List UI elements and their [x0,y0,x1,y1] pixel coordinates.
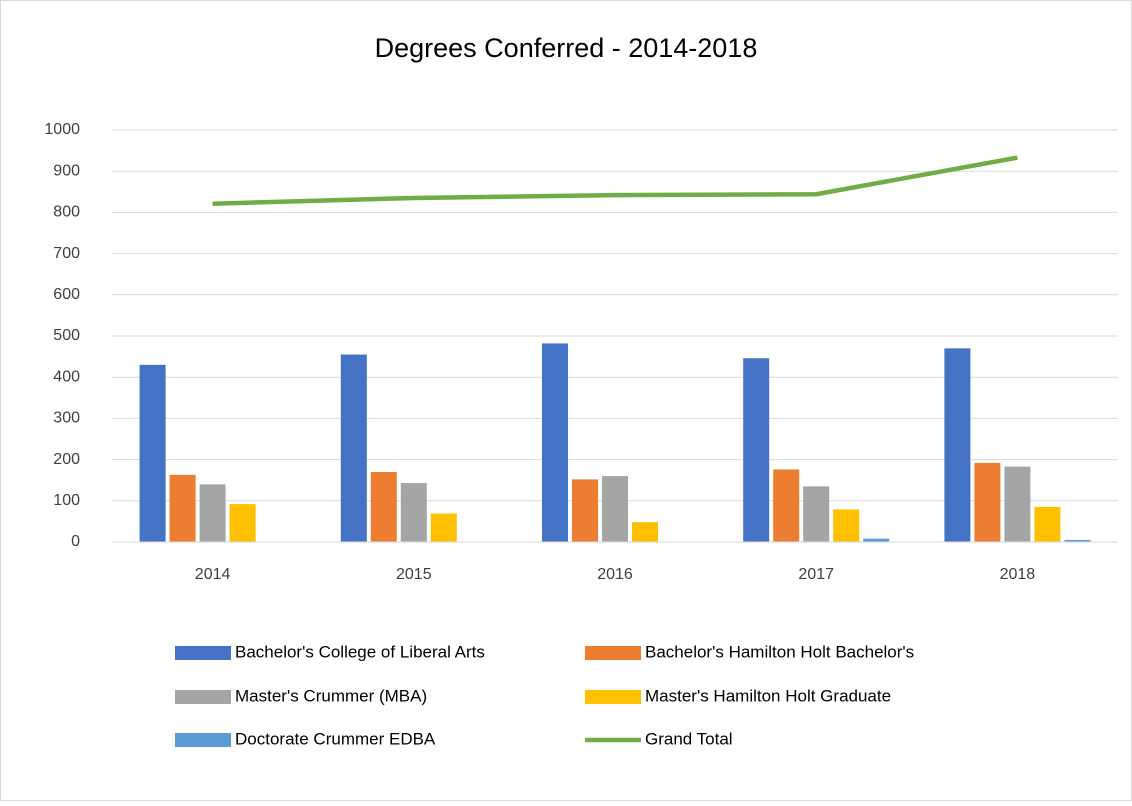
bar [863,538,890,542]
bar [229,504,256,542]
legend-label: Doctorate Crummer EDBA [235,729,436,748]
y-tick-label: 0 [71,533,80,550]
legend-label: Grand Total [645,729,733,748]
bar [773,469,800,542]
y-tick-label: 800 [53,204,80,221]
bar [1034,506,1061,542]
legend-swatch [175,690,231,704]
x-tick-label: 2016 [597,566,633,583]
bar [139,364,166,542]
line-series [212,155,1018,206]
legend-label: Master's Crummer (MBA) [235,686,427,705]
y-tick-label: 900 [53,162,80,179]
bar [803,486,830,542]
legend-label: Bachelor's College of Liberal Arts [235,642,485,661]
y-tick-label: 100 [53,492,80,509]
bar [602,476,628,542]
bar [340,354,367,542]
bar [944,348,971,542]
legend-swatch [585,646,641,660]
legend-label: Bachelor's Hamilton Holt Bachelor's [645,642,914,661]
x-tick-label: 2015 [396,566,432,583]
y-tick-label: 500 [53,327,80,344]
x-tick-label: 2018 [1000,566,1036,583]
legend-swatch [585,690,641,704]
legend-swatch [175,646,231,660]
y-tick-label: 1000 [44,121,80,138]
bar [370,471,397,542]
legend-swatch [175,733,231,747]
bar [833,509,860,542]
bar [974,462,1001,542]
x-tick-label: 2014 [195,566,231,583]
bar [743,358,770,542]
bar [632,522,658,542]
bar [400,483,427,542]
bar [430,513,457,542]
y-tick-label: 700 [53,245,80,262]
bar [572,479,598,542]
y-tick-label: 300 [53,410,80,427]
bar [542,343,568,542]
bar [1064,539,1091,542]
bar [1004,466,1031,542]
bar [169,474,196,542]
x-tick-label: 2017 [798,566,834,583]
y-tick-label: 600 [53,286,80,303]
bar [199,484,226,542]
y-tick-label: 200 [53,451,80,468]
chart-title: Degrees Conferred - 2014-2018 [375,33,758,63]
y-tick-label: 400 [53,368,80,385]
legend-label: Master's Hamilton Holt Graduate [645,686,891,705]
